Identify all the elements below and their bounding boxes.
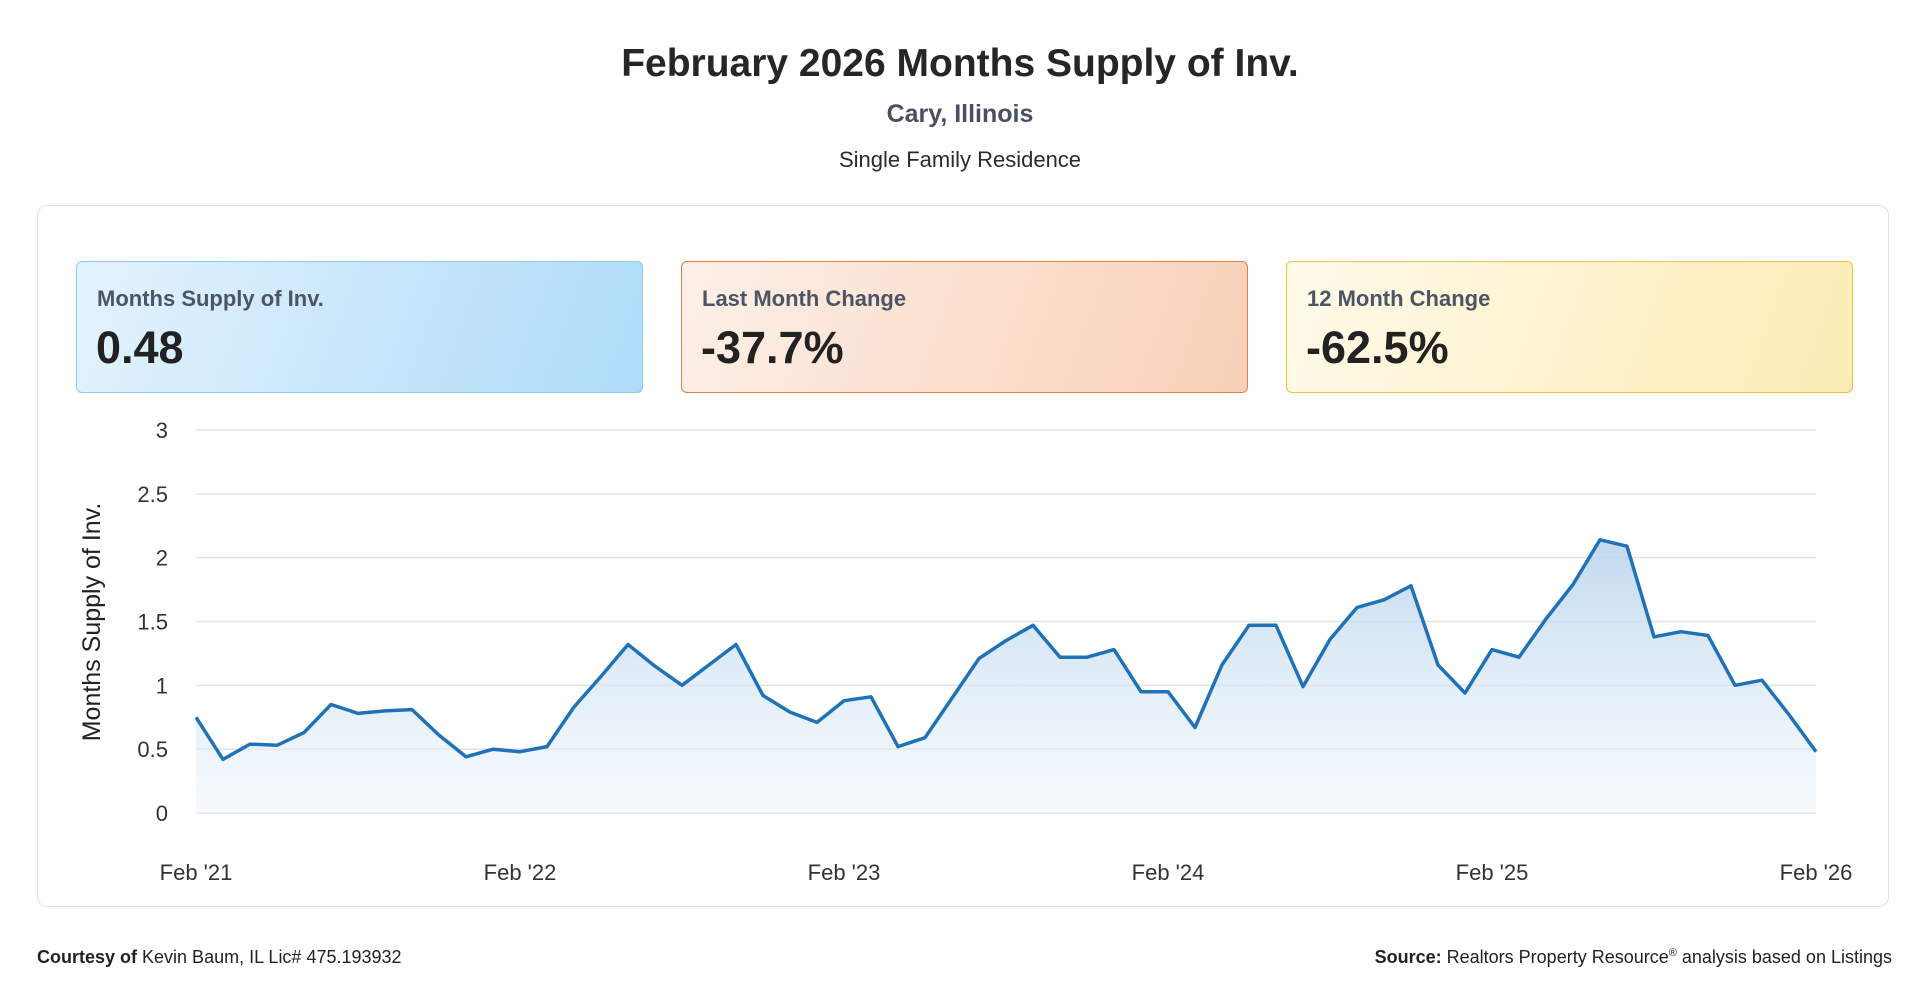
y-axis-ticks: 0 0.5 1 1.5 2 2.5 3 xyxy=(137,418,168,826)
y-tick-label: 1 xyxy=(156,673,168,698)
card-value: 0.48 xyxy=(96,322,184,373)
x-tick-label: Feb '26 xyxy=(1780,860,1853,885)
card-label: Months Supply of Inv. xyxy=(97,286,324,311)
card-value: -62.5% xyxy=(1306,322,1449,373)
card-value: -37.7% xyxy=(701,322,844,373)
y-tick-label: 0 xyxy=(156,801,168,826)
y-tick-label: 0.5 xyxy=(137,737,168,762)
y-tick-label: 1.5 xyxy=(137,610,168,635)
location-subtitle: Cary, Illinois xyxy=(886,100,1034,128)
y-tick-label: 3 xyxy=(156,418,168,443)
source-label: Source: xyxy=(1374,947,1442,967)
courtesy-text: Kevin Baum, IL Lic# 475.193932 xyxy=(142,947,402,967)
courtesy-footer: Courtesy of Kevin Baum, IL Lic# 475.1939… xyxy=(37,947,402,968)
source-text-tail: analysis based on Listings xyxy=(1681,947,1892,967)
y-tick-label: 2 xyxy=(156,546,168,571)
card-label: Last Month Change xyxy=(702,286,907,311)
x-tick-label: Feb '21 xyxy=(160,860,233,885)
twelve-month-change-card: 12 Month Change -62.5% xyxy=(1286,261,1853,393)
x-tick-label: Feb '23 xyxy=(808,860,881,885)
series-area xyxy=(196,539,1816,813)
x-axis-ticks: Feb '21 Feb '22 Feb '23 Feb '24 Feb '25 Feb '… xyxy=(160,860,1853,885)
last-month-change-card: Last Month Change -37.7% xyxy=(681,261,1248,393)
y-tick-label: 2.5 xyxy=(137,482,168,507)
card-label: 12 Month Change xyxy=(1307,286,1491,311)
x-tick-label: Feb '24 xyxy=(1132,860,1205,885)
months-supply-card: Months Supply of Inv. 0.48 xyxy=(76,261,643,393)
registered-mark: ® xyxy=(1668,947,1677,959)
report-title: February 2026 Months Supply of Inv. xyxy=(621,42,1299,85)
x-tick-label: Feb '25 xyxy=(1456,860,1529,885)
property-type-subtitle: Single Family Residence xyxy=(838,147,1082,172)
source-text: Realtors Property Resource xyxy=(1446,947,1669,967)
series-line xyxy=(194,538,1818,762)
x-tick-label: Feb '22 xyxy=(484,860,557,885)
source-footer: Source: Realtors Property Resource® anal… xyxy=(1375,947,1892,968)
y-axis-label: Months Supply of Inv. xyxy=(78,503,106,742)
courtesy-label: Courtesy of xyxy=(37,947,138,967)
